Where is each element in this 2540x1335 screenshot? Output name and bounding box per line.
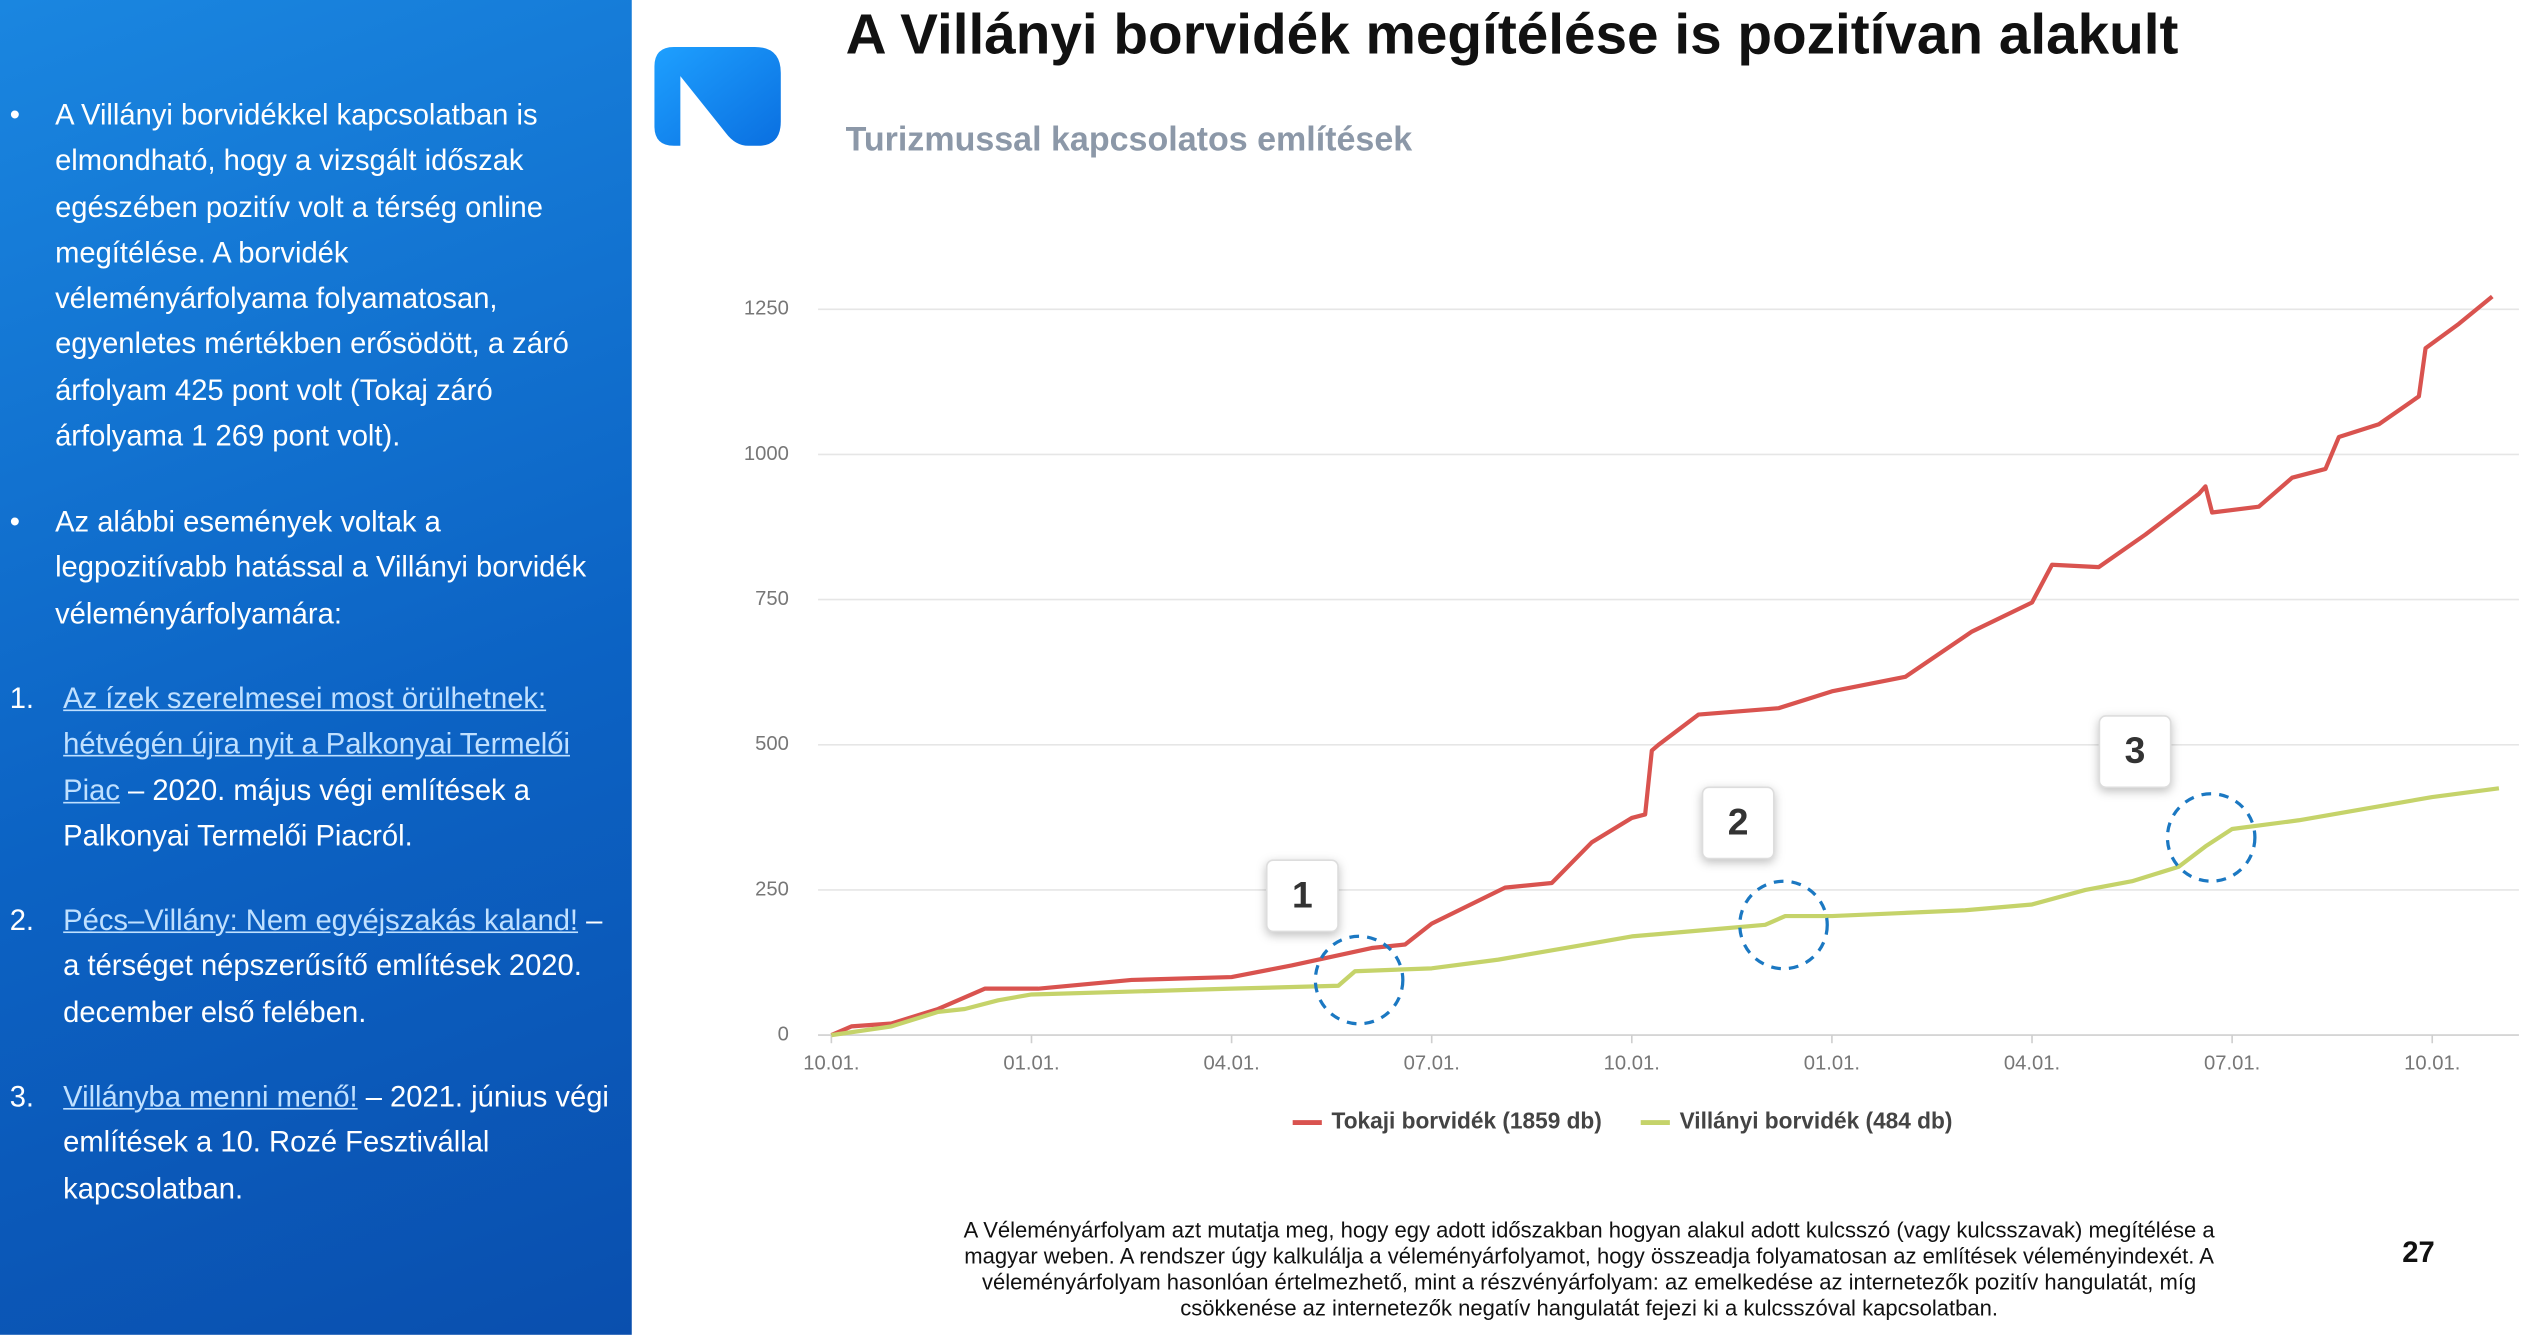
line: [830, 294, 2494, 1038]
sidebar: • A Villányi borvidékkel kapcsolatban is …: [0, 0, 632, 1335]
event-number: 3.: [9, 1080, 35, 1113]
callout-circle: [1738, 879, 1829, 971]
bullet-text: Az alábbi események voltak a legpozitíva…: [55, 505, 587, 630]
y-tick-label: 1000: [744, 443, 789, 465]
bullet-text: A Villányi borvidékkel kapcsolatban is e…: [55, 98, 569, 453]
title: A Villányi borvidék megítélése is pozití…: [845, 3, 2179, 67]
callout-circle: [1313, 934, 1405, 1026]
y-tick-label: 0: [778, 1023, 789, 1045]
y-tick-label: 750: [755, 588, 789, 610]
x-tick-label: 10.01.: [803, 1053, 859, 1075]
callout-box: [1265, 859, 1339, 933]
legend-label: Tokaji borvidék (1859 db): [1332, 1108, 1602, 1134]
x-tick-label: 07.01.: [1404, 1053, 1460, 1075]
callout-label: 1: [1292, 873, 1313, 915]
event-link[interactable]: Pécs–Villány: Nem egyéjszakás kaland!: [63, 903, 579, 937]
line: [831, 786, 2500, 1038]
footnote: A Véleményárfolyam azt mutatja meg, hogy…: [963, 1218, 2215, 1321]
x-tick-label: 07.01.: [2204, 1053, 2260, 1075]
event-link[interactable]: Az ízek szerelmesei most örülhetnek: hét…: [63, 681, 570, 807]
callout-label: 3: [2125, 729, 2146, 771]
event-text: – 2021. június végi említések a 10. Rozé…: [63, 1080, 609, 1205]
subtitle: Turizmussal kapcsolatos említések: [845, 121, 1413, 159]
y-tick-label: 500: [755, 733, 789, 755]
page-number: 27: [2402, 1235, 2435, 1269]
x-tick-label: 04.01.: [1203, 1053, 1259, 1075]
x-tick-label: 01.01.: [1804, 1053, 1860, 1075]
logo: [654, 46, 781, 146]
callout-circle: [2165, 792, 2257, 883]
event-text: – 2020. május végi említések a Palkonyai…: [63, 773, 530, 852]
x-tick-label: 10.01.: [1604, 1053, 1660, 1075]
x-tick-label: 10.01.: [2404, 1053, 2460, 1075]
callout-box: [2098, 715, 2172, 789]
legend-label: Villányi borvidék (484 db): [1680, 1108, 1953, 1134]
event-number: 2.: [9, 903, 35, 937]
event-link[interactable]: Villányba menni menő!: [63, 1080, 358, 1113]
event-text: – a térséget népszerűsítő említések 2020…: [63, 903, 603, 1028]
x-tick-label: 04.01.: [2004, 1053, 2060, 1075]
x-tick-label: 01.01.: [1003, 1053, 1059, 1075]
y-tick-label: 1250: [744, 298, 789, 320]
callout-box: [1701, 786, 1775, 860]
callout-label: 2: [1728, 800, 1749, 842]
y-tick-label: 250: [755, 878, 789, 900]
event-number: 1.: [9, 681, 35, 715]
